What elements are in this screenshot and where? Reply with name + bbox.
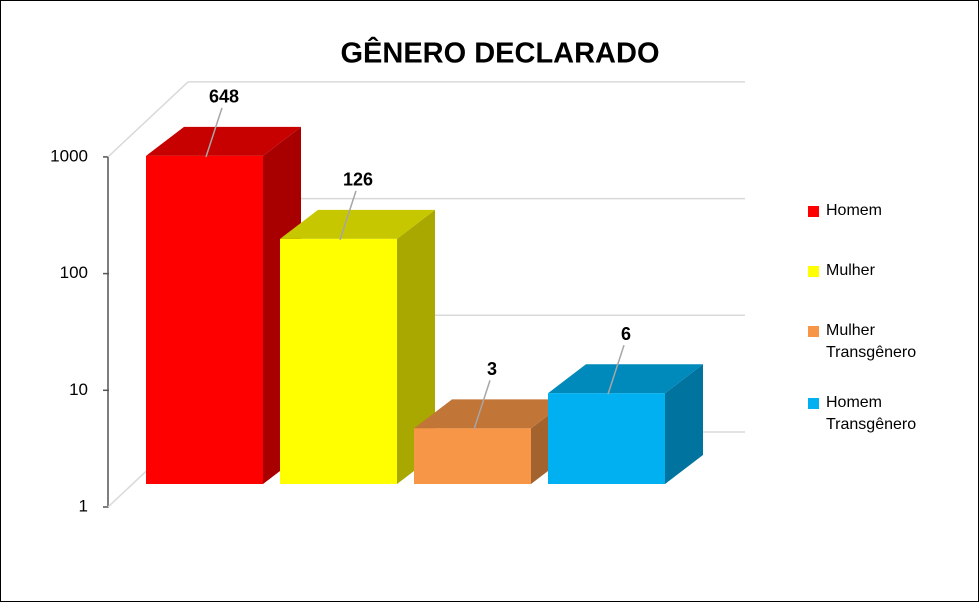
bar-top (414, 399, 569, 429)
leader-line (607, 344, 625, 395)
leader-line (339, 190, 357, 241)
legend-swatch (808, 206, 819, 217)
legend-item: Homem Transgênero (806, 392, 946, 436)
data-label: 3 (487, 359, 497, 379)
legend-item: Homem (806, 200, 946, 222)
bar (146, 126, 301, 485)
bar-front (414, 428, 531, 484)
bar-front (280, 238, 397, 484)
legend-swatch (808, 326, 819, 337)
bar (280, 209, 435, 484)
chart-title: GÊNERO DECLARADO (340, 36, 659, 70)
legend-swatch (808, 398, 819, 409)
leader-line (205, 107, 223, 158)
legend-item: Mulher (806, 260, 946, 282)
data-label: 126 (343, 170, 373, 190)
bar-top (280, 209, 435, 239)
legend: Homem Mulher Mulher Transgênero Homem Trans… (806, 200, 946, 436)
bar-front (146, 155, 263, 484)
grid-line (107, 81, 189, 158)
bar-side (397, 209, 435, 484)
legend-label: Mulher (826, 262, 875, 279)
data-label: 6 (621, 324, 631, 344)
legend-swatch (808, 266, 819, 277)
bar-side (665, 364, 703, 484)
legend-label: Homem Transgênero (826, 394, 917, 433)
data-label: 648 (209, 87, 239, 107)
legend-item: Mulher Transgênero (806, 320, 946, 364)
y-tick-label: 10 (69, 380, 88, 399)
bar (548, 364, 703, 484)
y-tick-label: 100 (60, 263, 88, 282)
bar-top (146, 126, 301, 156)
bar-top (548, 364, 703, 394)
bar (414, 399, 569, 484)
leader-line (473, 380, 491, 430)
legend-label: Homem (826, 202, 883, 219)
legend-label: Mulher Transgênero (826, 322, 917, 361)
y-tick-label: 1000 (50, 146, 88, 165)
bar-front (548, 393, 665, 484)
y-tick-label: 1 (79, 496, 88, 515)
